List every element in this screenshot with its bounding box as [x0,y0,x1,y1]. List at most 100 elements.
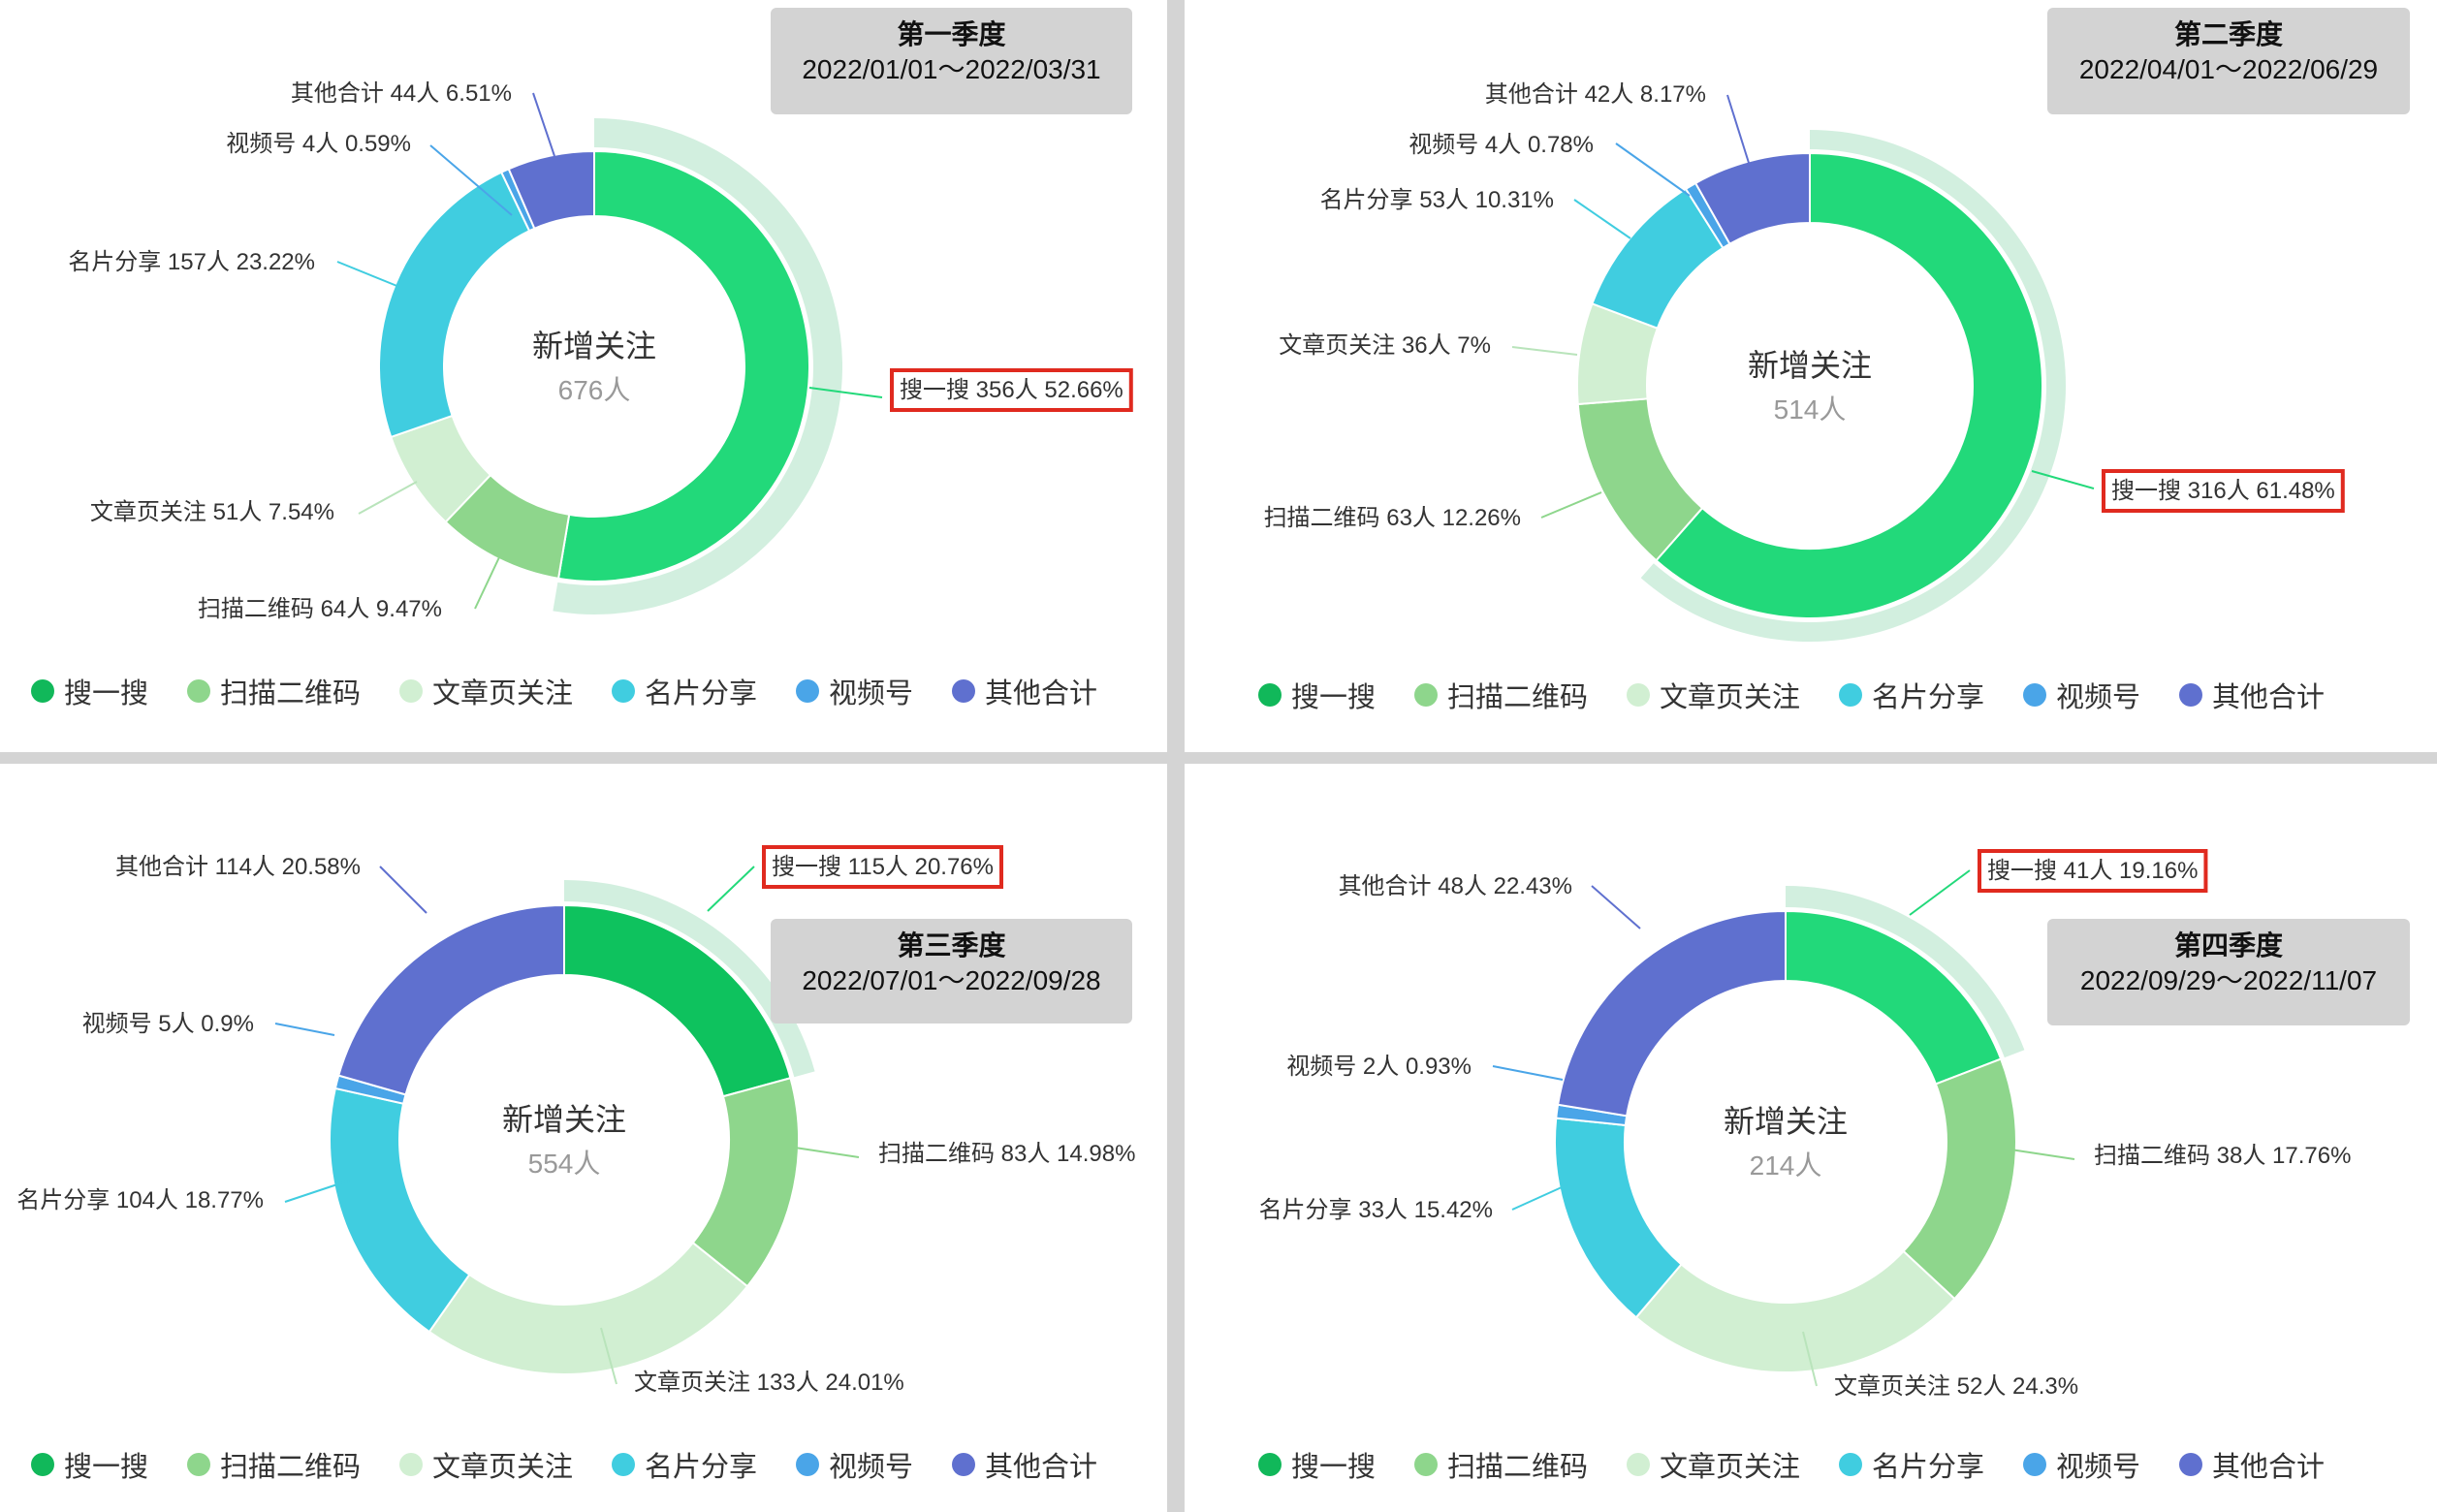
legend-item-article-follow[interactable]: 文章页关注 [398,1444,573,1485]
donut-chart-svg: 新增关注 214人 搜一搜 41人 19.16% 扫描二维码 38人 17.76% 文章… [1259,849,2351,1400]
slice-other-total[interactable] [1693,151,1811,246]
slice-card-share[interactable] [1554,1117,1683,1319]
data-label-channels: 视频号 4人 0.59% [226,131,411,157]
chart-panel-q4: 新增关注 214人 搜一搜 41人 19.16% 扫描二维码 38人 17.76% 文章… [1185,764,2437,1512]
legend-item-article-follow[interactable]: 文章页关注 [1626,1444,1800,1485]
center-total: 514人 [1774,394,1847,425]
legend-label: 文章页关注 [1659,1452,1800,1483]
legend-label: 其他合计 [985,678,1098,709]
leader-line-card-share [1511,1181,1573,1211]
legend-item-article-follow[interactable]: 文章页关注 [1626,675,1800,715]
quarter-name: 第一季度 [897,19,1006,49]
legend-label: 文章页关注 [1659,682,1800,713]
slice-search[interactable] [1655,151,2043,619]
data-label-article-follow: 文章页关注 133人 24.01% [634,1370,904,1396]
legend-dot-icon [796,679,820,703]
legend-dot-icon [30,679,54,703]
center-title: 新增关注 [1748,348,1872,383]
legend-label: 扫描二维码 [1446,682,1588,713]
center-title: 新增关注 [532,329,656,363]
slice-search[interactable] [1785,909,2003,1086]
legend-dot-icon [1839,1453,1862,1476]
leader-line-channels [1615,142,1691,197]
legend-item-other-total[interactable]: 其他合计 [952,671,1097,711]
legend-item-card-share[interactable]: 名片分享 [612,671,757,711]
data-label-search: 搜一搜 115人 20.76% [772,854,994,880]
callout-box [2102,469,2345,513]
slice-other-total[interactable] [507,149,595,231]
legend-item-channels[interactable]: 视频号 [2023,1444,2140,1485]
slice-article-follow[interactable] [1634,1249,1956,1373]
data-label-other-total: 其他合计 114人 20.58% [115,854,361,880]
slice-card-share[interactable] [378,171,531,439]
legend-dot-icon [612,1453,635,1476]
legend-item-search[interactable]: 搜一搜 [1257,1444,1376,1485]
data-label-qr-scan: 扫描二维码 38人 17.76% [2094,1143,2351,1169]
legend-dot-icon [1257,1453,1282,1476]
data-label-card-share: 名片分享 104人 18.77% [16,1187,264,1213]
legend-item-other-total[interactable]: 其他合计 [2179,675,2325,715]
legend-dot-icon [952,1453,976,1476]
legend-label: 名片分享 [645,1452,758,1483]
slice-qr-scan[interactable] [1902,1057,2017,1301]
callout-box [890,368,1133,412]
data-label-other-total: 其他合计 42人 8.17% [1485,81,1706,108]
data-label-other-total: 其他合计 44人 6.51% [291,80,512,107]
data-label-card-share: 名片分享 53人 10.31% [1320,187,1554,213]
legend-dot-icon [1413,683,1438,707]
legend-item-qr-scan[interactable]: 扫描二维码 [186,1444,361,1485]
slice-search[interactable] [563,903,792,1098]
legend-label: 名片分享 [1872,1452,1985,1483]
leader-line-card-share [1573,199,1631,239]
data-label-qr-scan: 扫描二维码 63人 12.26% [1264,505,1521,531]
legend-label: 搜一搜 [63,678,148,709]
data-label-channels: 视频号 2人 0.93% [1286,1054,1472,1080]
slice-other-total[interactable] [1556,909,1787,1118]
leader-line-channels [274,1023,335,1036]
slice-card-share[interactable] [329,1087,471,1334]
quarter-box: 第二季度 2022/04/01～2022/06/29 [2047,8,2410,114]
leader-line-other-total [1726,94,1750,164]
legend-item-article-follow[interactable]: 文章页关注 [398,671,573,711]
legend-item-card-share[interactable]: 名片分享 [1839,1444,1984,1485]
leader-line-qr-scan [2010,1149,2075,1160]
legend-item-card-share[interactable]: 名片分享 [1839,675,1984,715]
legend-item-channels[interactable]: 视频号 [796,1444,913,1485]
data-label-card-share: 名片分享 157人 23.22% [68,249,315,275]
chart-panel-q3: 新增关注 554人 搜一搜 115人 20.76% 扫描二维码 83人 14.98% 文… [0,764,1167,1512]
legend-item-card-share[interactable]: 名片分享 [612,1444,757,1485]
quarter-name: 第四季度 [2173,930,2283,961]
legend-item-qr-scan[interactable]: 扫描二维码 [1413,1444,1588,1485]
slice-article-follow[interactable] [427,1241,749,1375]
legend-item-search[interactable]: 搜一搜 [30,671,148,711]
legend-item-other-total[interactable]: 其他合计 [952,1444,1097,1485]
slice-search[interactable] [556,149,810,583]
legend-item-search[interactable]: 搜一搜 [30,1444,148,1485]
slice-highlight-ring [1786,886,2025,1058]
data-label-qr-scan: 扫描二维码 64人 9.47% [198,596,442,622]
legend-dot-icon [2179,1453,2203,1476]
legend-item-channels[interactable]: 视频号 [2023,675,2140,715]
legend-dot-icon [186,1453,210,1476]
leader-line-article-follow [358,481,418,515]
legend-item-search[interactable]: 搜一搜 [1257,675,1376,715]
slice-other-total[interactable] [337,903,565,1096]
legend-item-channels[interactable]: 视频号 [796,671,913,711]
quarter-name: 第二季度 [2173,19,2283,49]
quarter-date-range: 2022/07/01～2022/09/28 [802,965,1101,995]
data-label-qr-scan: 扫描二维码 83人 14.98% [878,1141,1135,1167]
chart-legend: 搜一搜 扫描二维码 文章页关注 名片分享 视频号 其他合计 [0,1444,1167,1485]
leader-line-card-share [284,1180,350,1203]
legend-label: 搜一搜 [63,1452,148,1483]
legend-label: 名片分享 [1872,682,1985,713]
legend-item-qr-scan[interactable]: 扫描二维码 [1413,675,1588,715]
donut-chart-svg: 新增关注 554人 搜一搜 115人 20.76% 扫描二维码 83人 14.98% 文… [16,845,1135,1396]
legend-label: 扫描二维码 [219,1452,361,1483]
leader-line-article-follow [1511,346,1578,356]
quarter-date-range: 2022/04/01～2022/06/29 [2078,54,2379,84]
callout-box [762,845,1003,889]
legend-item-qr-scan[interactable]: 扫描二维码 [186,671,361,711]
leader-line-search [707,866,755,912]
legend-item-other-total[interactable]: 其他合计 [2179,1444,2325,1485]
